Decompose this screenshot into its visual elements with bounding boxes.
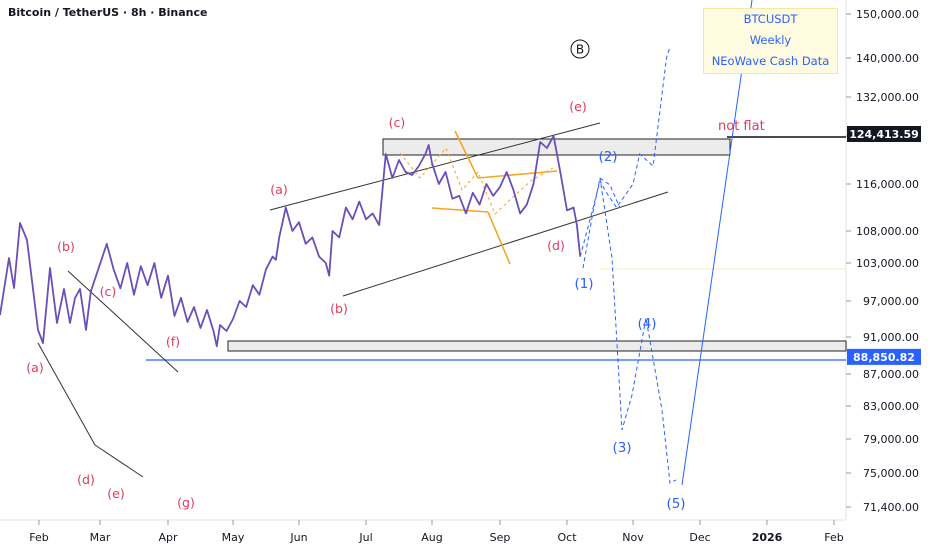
wave-label-blue: (1)	[574, 276, 593, 292]
x-tick-label: Apr	[158, 531, 178, 544]
wave-label-red: (f)	[166, 334, 180, 349]
support-zone-box	[227, 340, 847, 352]
info-box-symbol: BTCUSDT	[743, 12, 798, 26]
x-tick-label: 2026	[752, 531, 783, 544]
wave-label-blue: (4)	[637, 316, 656, 332]
x-tick-label: Oct	[557, 531, 577, 544]
price-label-bg	[847, 348, 921, 365]
y-axis: 150,000.00140,000.00132,000.00124,000.00…	[846, 8, 919, 514]
price-label-text: 88,850.82	[853, 351, 915, 364]
channel-upper-line	[269, 122, 601, 211]
circle-b-label: B	[576, 43, 584, 57]
x-tick-label: Sep	[490, 531, 511, 544]
wave-label-red: (c)	[389, 115, 406, 130]
x-tick-label: Jun	[289, 531, 307, 544]
wave-label-blue: (3)	[612, 440, 631, 456]
wave-label-red: (a)	[270, 182, 287, 197]
wave-label-red: (g)	[177, 495, 195, 510]
x-tick-label: Aug	[421, 531, 442, 544]
orange-subwaves	[399, 147, 554, 215]
x-tick-label: Jul	[358, 531, 372, 544]
info-box: BTCUSDT Weekly NEoWave Cash Data	[703, 8, 838, 74]
price-series-group	[0, 135, 582, 348]
y-tick-label: 140,000.00	[856, 52, 919, 65]
wave-label-red: (b)	[330, 301, 348, 316]
y-tick-label: 75,000.00	[863, 467, 919, 480]
price-line	[89, 135, 582, 348]
wave-label-blue: (5)	[666, 496, 685, 512]
y-tick-label: 97,000.00	[863, 295, 919, 308]
price-line-early	[0, 222, 92, 344]
y-tick-label: 71,400.00	[863, 501, 919, 514]
price-label-bg	[847, 125, 921, 142]
y-tick-label: 150,000.00	[856, 8, 919, 21]
wave-label-red: (d)	[547, 238, 565, 253]
orange-triangle	[431, 130, 558, 265]
y-tick-label: 132,000.00	[856, 91, 919, 104]
page-title: Bitcoin / TetherUS · 8h · Binance	[8, 6, 208, 19]
wave-label-red: (e)	[569, 99, 586, 114]
y-tick-label: 116,000.00	[856, 178, 919, 191]
x-tick-label: May	[222, 531, 245, 544]
channel-lower-line	[342, 191, 669, 297]
projection-bullish-path	[579, 46, 671, 257]
y-tick-label: 91,000.00	[863, 331, 919, 344]
price-labels: 124,413.59 88,850.82	[847, 125, 921, 365]
x-tick-label: Feb	[824, 531, 843, 544]
wave-label-red: (c)	[100, 284, 117, 299]
wave-label-red: (d)	[77, 472, 95, 487]
y-tick-label: 87,000.00	[863, 368, 919, 381]
wave-label-red: (e)	[107, 486, 124, 501]
projection-bearish-path	[582, 177, 677, 484]
projection-group	[579, 46, 677, 484]
wave-label-blue: (2)	[598, 149, 617, 165]
blue-wave-labels: (1) (2) (3) (4) (5)	[574, 149, 685, 512]
red-wave-labels: (a) (b) (c) (d) (e) (f) (g) (a) (b) (c) (d) (e)	[26, 99, 586, 510]
x-axis: Feb Mar Apr May Jun Jul Aug Sep Oct Nov Dec 2026 Feb	[29, 520, 844, 544]
wave-label-red: (a)	[26, 360, 43, 375]
info-box-timeframe: Weekly	[749, 33, 792, 47]
projection-wave2-path	[599, 177, 621, 209]
y-tick-label: 83,000.00	[863, 400, 919, 413]
x-tick-label: Feb	[29, 531, 48, 544]
y-tick-label: 103,000.00	[856, 257, 919, 270]
wave-label-red: (b)	[57, 239, 75, 254]
wedge-left-line	[37, 342, 96, 446]
wedge-bottom-line	[94, 444, 144, 478]
price-label-text: 124,413.59	[849, 128, 919, 141]
y-tick-label: 108,000.00	[856, 225, 919, 238]
x-tick-label: Dec	[689, 531, 710, 544]
not-flat-annotation: not flat	[718, 119, 765, 134]
info-box-source: NEoWave Cash Data	[711, 54, 830, 68]
circle-b-marker	[570, 39, 590, 59]
long-term-projection-line	[681, 0, 753, 486]
y-tick-label: 79,000.00	[863, 433, 919, 446]
wedge-upper-line	[67, 270, 179, 373]
x-tick-label: Mar	[90, 531, 111, 544]
x-tick-label: Nov	[622, 531, 644, 544]
